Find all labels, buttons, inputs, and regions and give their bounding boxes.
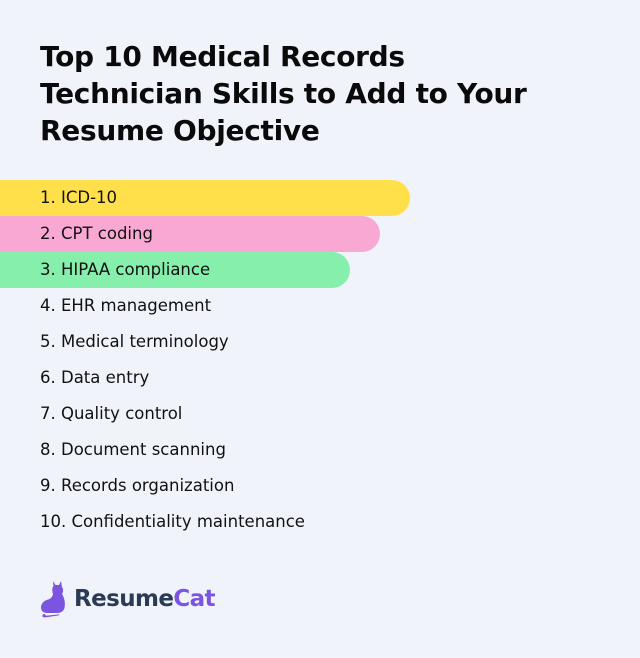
list-item: 1. ICD-10 bbox=[0, 180, 640, 216]
skill-label: 1. ICD-10 bbox=[40, 188, 118, 207]
highlight-bar bbox=[0, 180, 410, 216]
skill-label: 3. HIPAA compliance bbox=[40, 260, 211, 279]
list-item: 9. Records organization bbox=[0, 468, 640, 504]
list-item: 5. Medical terminology bbox=[0, 324, 640, 360]
list-item: 10. Confidentiality maintenance bbox=[0, 504, 640, 540]
skill-label: 8. Document scanning bbox=[40, 440, 226, 459]
highlight-bar bbox=[0, 252, 350, 288]
list-item: 3. HIPAA compliance bbox=[0, 252, 640, 288]
brand-name-resume: Resume bbox=[74, 586, 174, 612]
title-line-1: Top 10 Medical Records bbox=[40, 40, 405, 73]
skill-label: 2. CPT coding bbox=[40, 224, 153, 243]
list-item: 8. Document scanning bbox=[0, 432, 640, 468]
skill-label: 4. EHR management bbox=[40, 296, 212, 315]
list-item: 7. Quality control bbox=[0, 396, 640, 432]
list-item: 6. Data entry bbox=[0, 360, 640, 396]
skill-label: 9. Records organization bbox=[40, 476, 235, 495]
title-line-3: Resume Objective bbox=[40, 114, 320, 147]
brand-logo: ResumeCat bbox=[40, 580, 216, 618]
brand-name-cat: Cat bbox=[173, 586, 215, 612]
highlight-bar bbox=[0, 216, 380, 252]
page-title: Top 10 Medical Records Technician Skills… bbox=[40, 38, 600, 149]
skill-label: 7. Quality control bbox=[40, 404, 183, 423]
skill-label: 5. Medical terminology bbox=[40, 332, 229, 351]
title-line-2: Technician Skills to Add to Your bbox=[40, 77, 527, 110]
list-item: 2. CPT coding bbox=[0, 216, 640, 252]
skill-label: 6. Data entry bbox=[40, 368, 150, 387]
skills-list: 1. ICD-10 2. CPT coding 3. HIPAA complia… bbox=[0, 180, 640, 540]
list-item: 4. EHR management bbox=[0, 288, 640, 324]
cat-icon bbox=[41, 581, 65, 618]
brand-name: ResumeCat bbox=[74, 586, 216, 612]
skill-label: 10. Confidentiality maintenance bbox=[40, 512, 305, 531]
